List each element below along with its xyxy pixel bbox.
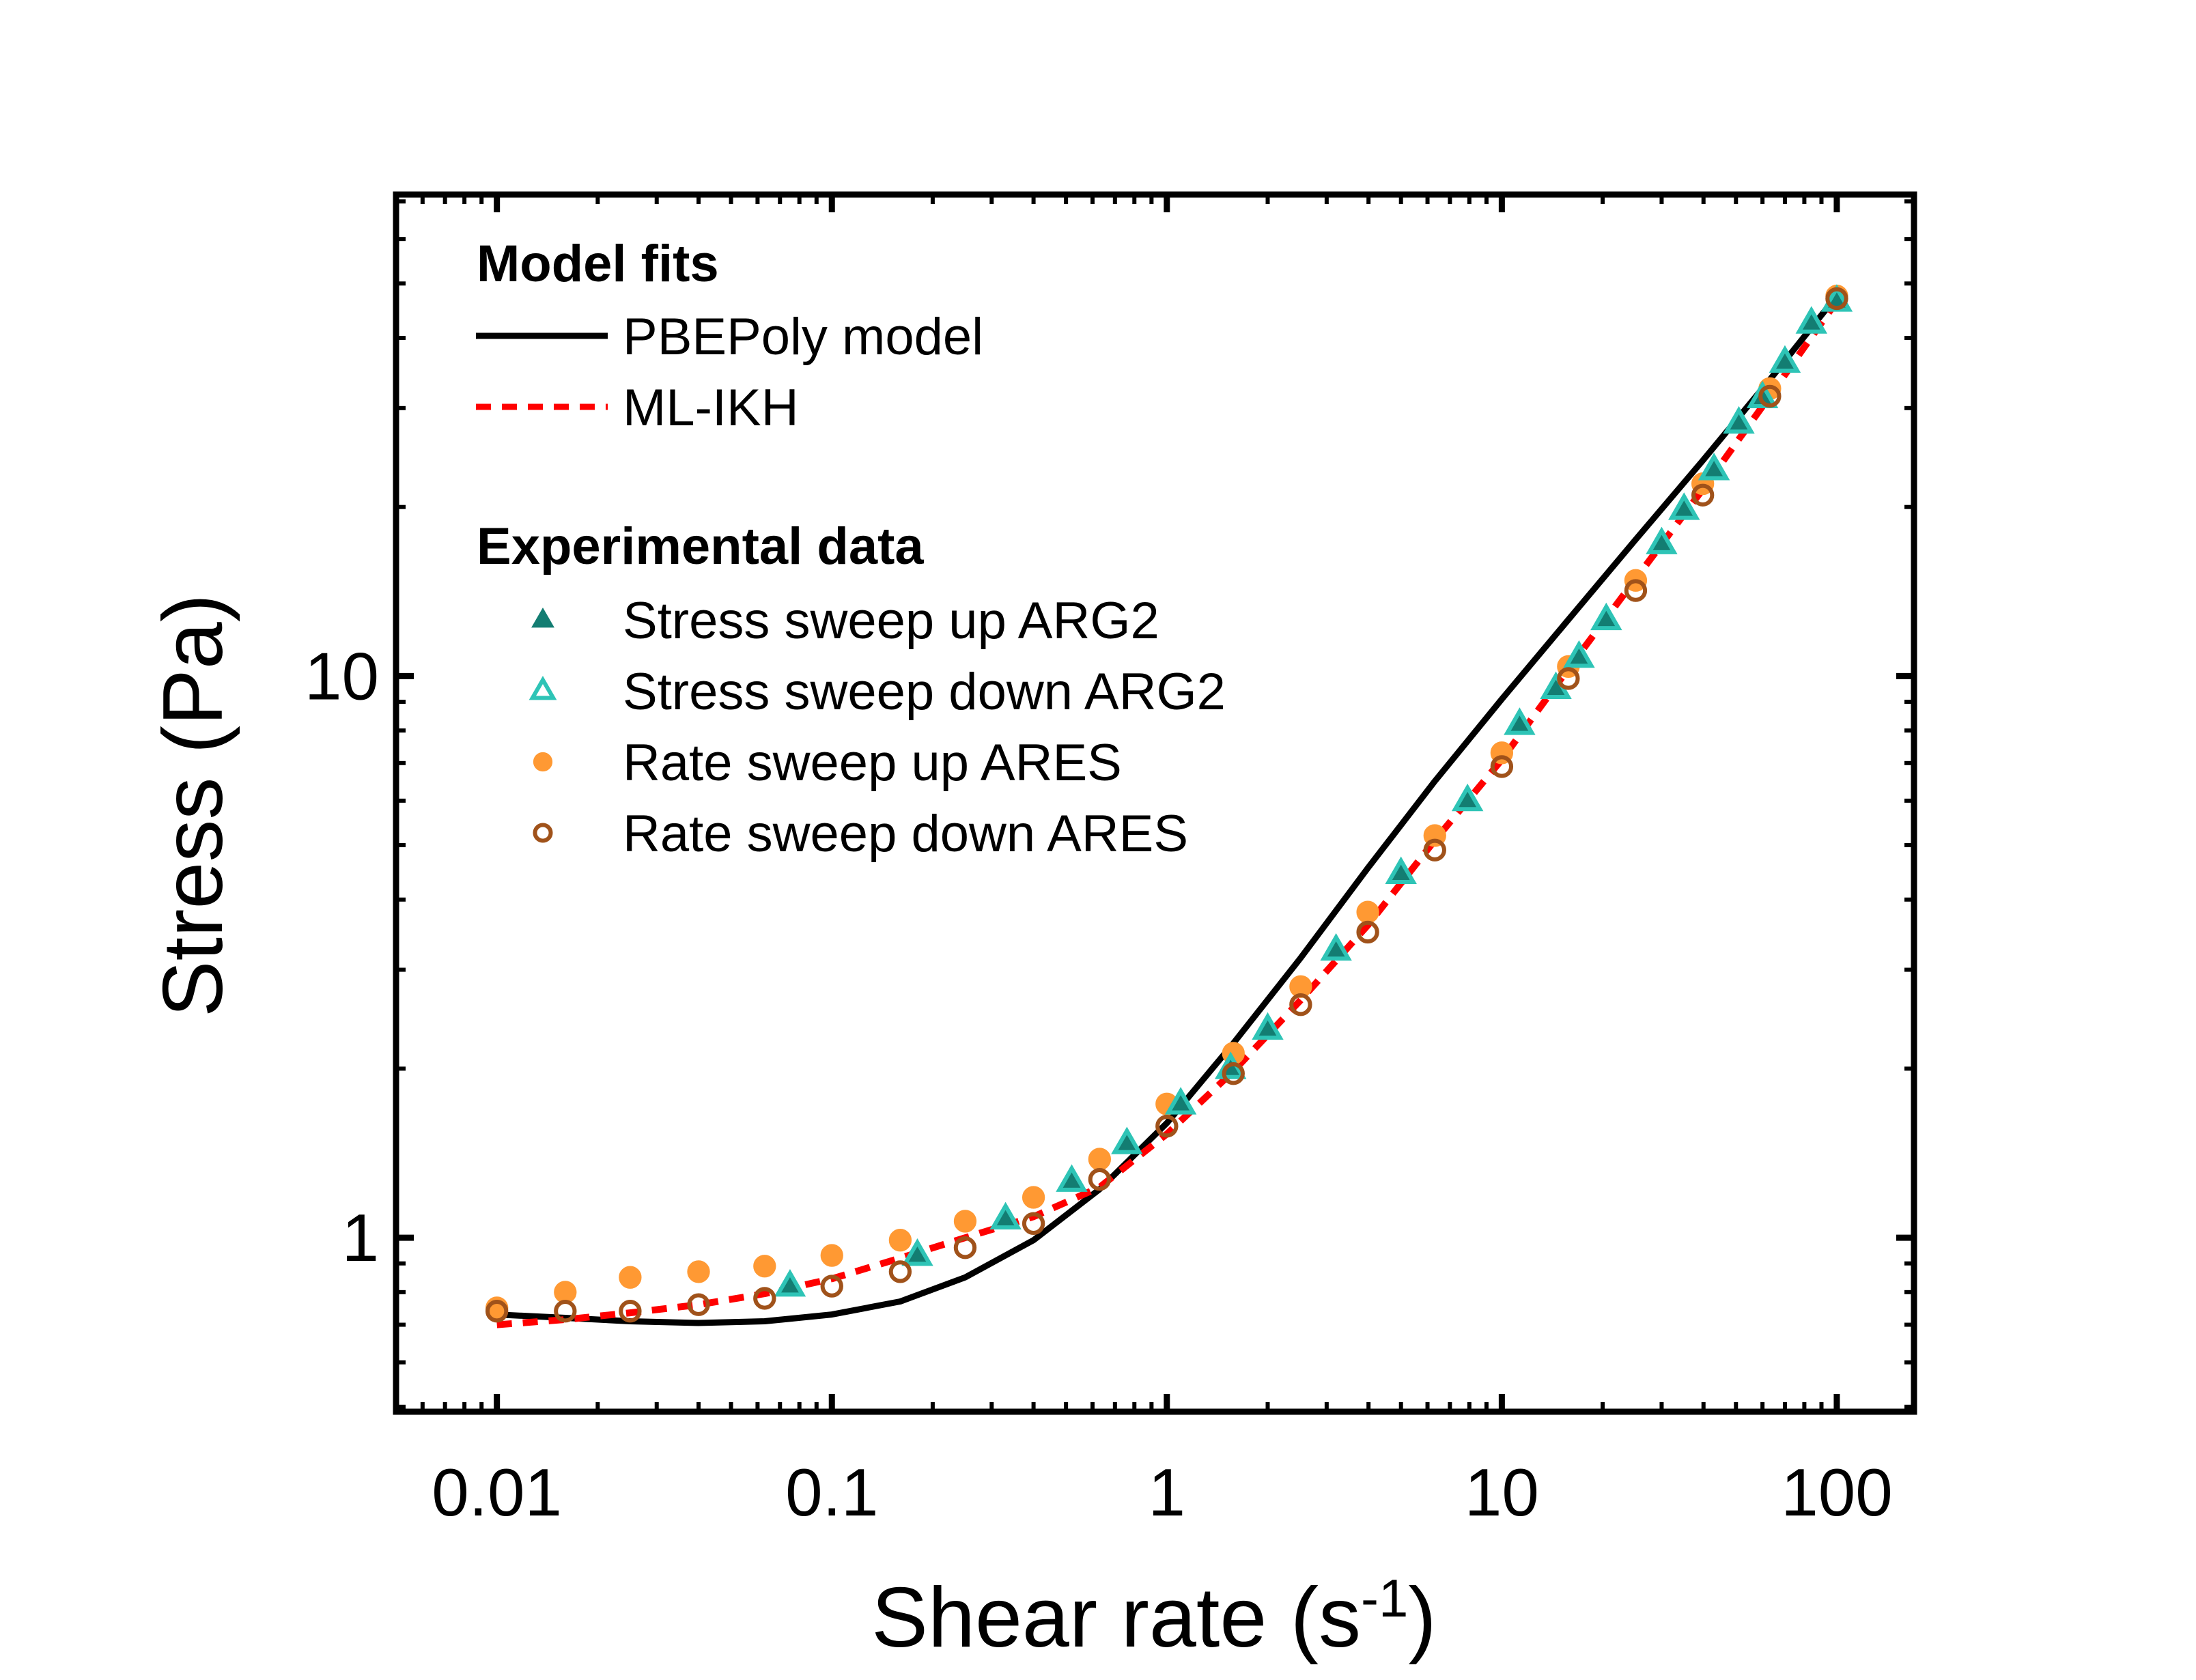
data-point	[888, 1229, 912, 1252]
data-point	[1563, 640, 1595, 668]
data-point	[953, 1236, 977, 1259]
data-point	[1022, 1186, 1045, 1209]
data-point	[1056, 1164, 1088, 1192]
x-tick-label: 10	[1465, 1455, 1539, 1530]
data-point	[753, 1255, 776, 1278]
data-point	[1022, 1212, 1045, 1235]
x-tick-label: 0.1	[785, 1455, 878, 1530]
data-point	[1769, 345, 1801, 373]
legend-heading-experimental-data: Experimental data	[477, 517, 924, 575]
tick-labels: 0.01 0.1 1 10 100 1 10	[305, 638, 1893, 1530]
data-point	[953, 1210, 977, 1233]
plot-area	[485, 284, 1853, 1328]
data-point	[1668, 492, 1700, 520]
data-point	[820, 1275, 843, 1298]
data-point	[1222, 1062, 1245, 1085]
data-point	[989, 1201, 1022, 1229]
x-tick-label: 0.01	[432, 1455, 562, 1530]
data-point	[1723, 405, 1755, 434]
series-line-pbepoly-model	[496, 294, 1840, 1326]
legend-marker	[529, 675, 557, 700]
data-point	[1504, 707, 1536, 735]
data-point	[1088, 1168, 1112, 1191]
data-point	[1155, 1114, 1179, 1138]
data-point	[1356, 900, 1379, 924]
data-point	[687, 1260, 710, 1283]
data-point	[1746, 380, 1779, 409]
data-point	[687, 1293, 710, 1316]
data-point	[619, 1266, 642, 1289]
data-point	[1758, 384, 1782, 408]
data-point	[1490, 755, 1514, 778]
x-tick-label: 100	[1781, 1455, 1893, 1530]
data-point	[1385, 856, 1417, 885]
data-point	[1320, 932, 1352, 961]
data-point	[1111, 1126, 1143, 1154]
data-point	[1624, 579, 1648, 602]
x-tick-label: 1	[1149, 1455, 1186, 1530]
data-point	[1698, 453, 1730, 481]
data-point	[1252, 1012, 1284, 1040]
data-point	[1164, 1087, 1197, 1115]
y-axis-title: Stress (Pa)	[146, 594, 240, 1017]
data-point	[1590, 602, 1622, 631]
data-point	[1691, 483, 1715, 507]
plot-frame	[393, 191, 1917, 1415]
legend-label: Rate sweep up ARES	[623, 734, 1122, 792]
data-point	[1557, 667, 1580, 690]
data-point	[1646, 526, 1678, 554]
legend-label: Stress sweep up ARG2	[623, 592, 1159, 650]
data-point	[820, 1244, 843, 1267]
data-point	[901, 1238, 933, 1266]
data-point	[1423, 838, 1446, 862]
data-point	[1825, 287, 1848, 311]
legend-marker	[531, 607, 554, 628]
series-stress-sweep-down-arg2	[774, 284, 1853, 1297]
y-tick-label: 1	[341, 1200, 379, 1275]
data-point	[888, 1260, 912, 1283]
data-point	[485, 1300, 509, 1323]
data-point	[774, 1269, 806, 1297]
legend-marker	[533, 823, 553, 843]
legend-entries: PBEPoly model ML-IKH Stress sweep up ARG2 S…	[476, 308, 1226, 863]
data-point	[1356, 920, 1379, 944]
legend-marker	[533, 752, 553, 772]
legend-label: Stress sweep down ARG2	[623, 663, 1226, 721]
y-tick-label: 10	[305, 638, 379, 713]
x-axis-title-superscript: -1	[1361, 1568, 1408, 1628]
legend-label: ML-IKH	[623, 379, 799, 437]
data-point	[619, 1300, 642, 1323]
data-point	[1289, 993, 1312, 1016]
data-point	[1795, 306, 1828, 334]
series-rate-sweep-down-ares	[485, 287, 1848, 1323]
legend-label: Rate sweep down ARES	[623, 805, 1188, 863]
data-point	[1451, 783, 1484, 812]
data-point	[554, 1300, 577, 1323]
x-axis-title: Shear rate (s-1)	[871, 1568, 1436, 1665]
legend: Model fits Experimental data PBEPoly mod…	[476, 235, 1226, 863]
legend-label: PBEPoly model	[623, 308, 983, 366]
data-point	[1289, 975, 1312, 998]
data-point	[753, 1287, 776, 1310]
legend-heading-model-fits: Model fits	[477, 235, 719, 293]
data-point	[1088, 1148, 1112, 1171]
